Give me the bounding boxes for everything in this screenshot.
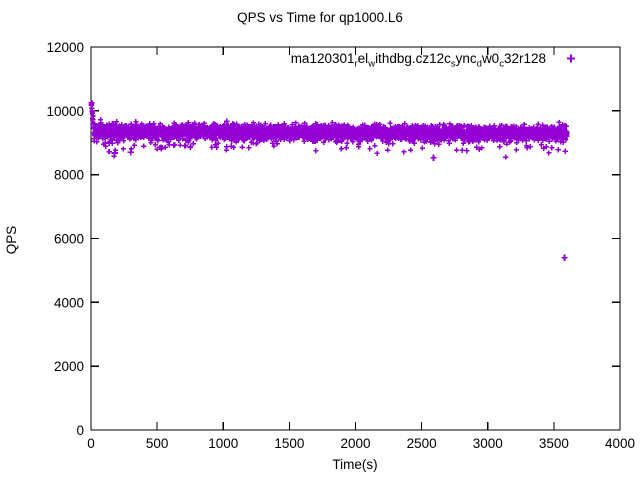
x-tick-0: 0	[87, 47, 95, 451]
legend-marker-plus	[567, 54, 575, 63]
x-tick-1000: 1000	[208, 47, 238, 451]
y-axis-ticks: 0 2000 4000 6000 8000	[46, 40, 620, 438]
y-tick-label: 2000	[54, 359, 84, 374]
y-tick-4000: 4000	[54, 295, 620, 310]
x-tick-4000: 4000	[605, 47, 635, 451]
x-axis-ticks: 0 500 1000 1500 2000	[87, 47, 635, 451]
y-axis-title: QPS	[4, 226, 19, 255]
y-tick-label: 12000	[46, 40, 84, 55]
x-tick-label: 2000	[340, 436, 370, 451]
y-tick-2000: 2000	[54, 359, 620, 374]
x-tick-label: 4000	[605, 436, 635, 451]
y-tick-0: 0	[76, 423, 620, 438]
y-tick-12000: 12000	[46, 40, 620, 55]
chart-legend: ma120301relwithdbg.cz12csyncdw0c32r128	[291, 51, 575, 70]
y-tick-label: 8000	[54, 168, 84, 183]
x-tick-label: 0	[87, 436, 95, 451]
legend-series-label: ma120301relwithdbg.cz12csyncdw0c32r128	[291, 51, 546, 70]
x-tick-label: 3500	[539, 436, 569, 451]
chart-title: QPS vs Time for qp1000.L6	[237, 10, 403, 25]
x-tick-label: 1500	[274, 436, 304, 451]
y-tick-6000: 6000	[54, 232, 620, 247]
x-tick-1500: 1500	[274, 47, 304, 451]
y-tick-label: 0	[76, 423, 84, 438]
scatter-data-points	[88, 99, 570, 261]
x-tick-label: 1000	[208, 436, 238, 451]
y-tick-label: 10000	[46, 104, 84, 119]
x-tick-3000: 3000	[473, 47, 503, 451]
x-tick-label: 3000	[473, 436, 503, 451]
x-axis-title: Time(s)	[332, 457, 377, 472]
x-tick-label: 2500	[407, 436, 437, 451]
x-tick-3500: 3500	[539, 47, 569, 451]
x-tick-500: 500	[146, 47, 169, 451]
x-tick-2500: 2500	[407, 47, 437, 451]
x-tick-2000: 2000	[340, 47, 371, 451]
y-tick-label: 6000	[54, 232, 84, 247]
y-tick-label: 4000	[54, 295, 84, 310]
x-tick-label: 500	[146, 436, 169, 451]
y-tick-8000: 8000	[54, 168, 620, 183]
